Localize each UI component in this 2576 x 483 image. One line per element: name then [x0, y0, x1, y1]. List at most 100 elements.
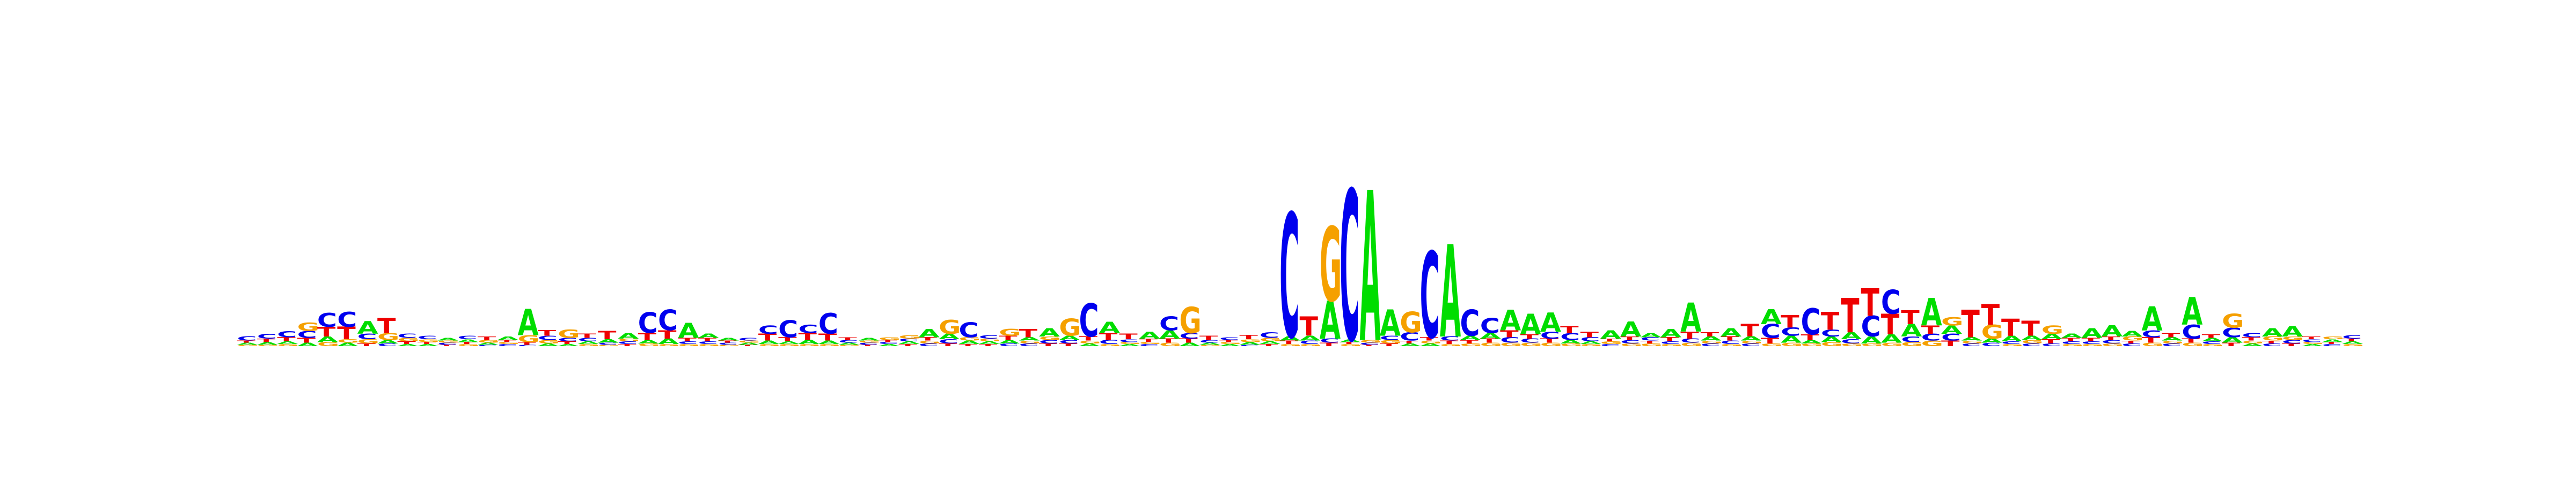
- logo-letter-t-pos-99: T: [2202, 333, 2221, 339]
- logo-letter-a-pos-34: A: [898, 341, 919, 345]
- logo-letter-g-pos-53: G: [1279, 343, 1301, 347]
- logo-letter-c-pos-106: C: [2342, 334, 2362, 340]
- logo-letter-a-pos-24: A: [698, 333, 720, 339]
- logo-letter-t-pos-94: T: [2102, 335, 2120, 341]
- logo-letter-a-pos-22: A: [658, 337, 679, 346]
- logo-letter-a-pos-12: A: [457, 339, 478, 343]
- logo-letter-c-pos-34: C: [898, 338, 918, 342]
- logo-letter-a-pos-88: A: [1981, 338, 2003, 344]
- logo-letter-a-pos-70: A: [1620, 317, 1641, 342]
- logo-letter-a-pos-27: A: [758, 340, 779, 345]
- logo-letter-g-pos-60: G: [1420, 340, 1442, 344]
- logo-letter-g-pos-91: G: [2041, 324, 2063, 337]
- logo-letter-a-pos-11: A: [437, 337, 458, 341]
- logo-letter-c-pos-52: C: [1260, 331, 1279, 340]
- logo-letter-g-pos-96: G: [2142, 342, 2164, 347]
- logo-letter-t-pos-19: T: [598, 329, 617, 342]
- logo-letter-g-pos-72: G: [1660, 343, 1682, 347]
- logo-letter-a-pos-85: A: [1921, 291, 1943, 335]
- logo-letter-g-pos-51: G: [1239, 339, 1261, 343]
- logo-letter-g-pos-7: G: [357, 338, 379, 345]
- logo-letter-c-pos-80: C: [1821, 328, 1841, 339]
- logo-letter-c-pos-104: C: [2302, 339, 2322, 343]
- logo-letter-c-pos-96: C: [2142, 328, 2162, 339]
- logo-letter-c-pos-102: C: [2262, 343, 2282, 347]
- logo-letter-g-pos-26: G: [738, 340, 760, 343]
- logo-letter-t-pos-67: T: [1560, 324, 1579, 335]
- logo-letter-g-pos-34: G: [898, 334, 920, 340]
- logo-letter-a-pos-106: A: [2342, 341, 2363, 345]
- logo-letter-g-pos-76: G: [1740, 340, 1762, 344]
- logo-letter-t-pos-79: T: [1801, 333, 1819, 342]
- logo-letter-t-pos-7: T: [357, 343, 376, 347]
- logo-letter-t-pos-97: T: [2162, 332, 2180, 338]
- logo-letter-t-pos-88: T: [1981, 299, 2000, 332]
- logo-letter-c-pos-33: C: [879, 341, 898, 345]
- logo-letter-g-pos-85: G: [1921, 339, 1943, 348]
- logo-letter-g-pos-28: G: [778, 343, 800, 347]
- logo-letter-t-pos-41: T: [1039, 343, 1058, 347]
- logo-letter-a-pos-25: A: [718, 337, 739, 341]
- logo-letter-t-pos-103: T: [2282, 343, 2301, 347]
- logo-letter-c-pos-58: C: [1380, 335, 1400, 341]
- logo-letter-g-pos-67: G: [1560, 343, 1582, 347]
- logo-letter-a-pos-64: A: [1500, 304, 1521, 337]
- logo-letter-c-pos-105: C: [2322, 343, 2342, 347]
- logo-letter-c-pos-31: C: [838, 339, 858, 343]
- logo-letter-c-pos-6: C: [337, 308, 357, 332]
- logo-letter-g-pos-23: G: [678, 343, 700, 347]
- logo-letter-t-pos-18: T: [578, 333, 597, 339]
- logo-letter-a-pos-81: A: [1841, 331, 1862, 341]
- logo-letter-g-pos-65: G: [1520, 342, 1542, 347]
- logo-letter-t-pos-76: T: [1740, 321, 1759, 341]
- logo-letter-c-pos-70: C: [1620, 339, 1640, 345]
- logo-letter-t-pos-12: T: [457, 341, 476, 345]
- logo-letter-t-pos-54: T: [1299, 311, 1318, 342]
- logo-letter-a-pos-102: A: [2262, 326, 2283, 340]
- logo-letter-c-pos-72: C: [1660, 341, 1680, 345]
- logo-letter-t-pos-55: T: [1320, 342, 1338, 347]
- logo-letter-c-pos-91: C: [2041, 343, 2061, 347]
- logo-letter-a-pos-67: A: [1560, 339, 1581, 345]
- logo-letter-a-pos-60: A: [1420, 343, 1441, 347]
- logo-letter-c-pos-17: C: [558, 337, 577, 342]
- logo-letter-c-pos-85: C: [1921, 332, 1941, 342]
- logo-letter-g-pos-105: G: [2322, 336, 2344, 340]
- logo-letter-a-pos-55: A: [1320, 291, 1341, 352]
- logo-letter-t-pos-15: T: [518, 341, 537, 346]
- logo-letter-t-pos-70: T: [1620, 335, 1639, 341]
- logo-letter-g-pos-47: G: [1159, 342, 1181, 347]
- logo-letter-c-pos-22: C: [658, 304, 678, 337]
- logo-letter-c-pos-93: C: [2081, 341, 2101, 345]
- logo-letter-g-pos-61: G: [1440, 343, 1462, 347]
- logo-letter-g-pos-3: G: [277, 343, 299, 347]
- logo-letter-t-pos-69: T: [1600, 338, 1619, 342]
- logo-letter-a-pos-57: A: [1360, 149, 1381, 389]
- logo-letter-g-pos-70: G: [1620, 343, 1642, 347]
- logo-letter-c-pos-20: C: [618, 341, 638, 345]
- logo-letter-a-pos-9: A: [397, 343, 418, 347]
- logo-letter-g-pos-74: G: [1701, 340, 1723, 344]
- logo-letter-c-pos-38: C: [979, 334, 999, 340]
- logo-letter-t-pos-53: T: [1279, 340, 1298, 345]
- logo-letter-a-pos-16: A: [538, 343, 559, 347]
- logo-letter-c-pos-8: C: [377, 343, 397, 347]
- logo-letter-t-pos-81: T: [1841, 288, 1860, 343]
- logo-letter-t-pos-62: T: [1460, 339, 1479, 345]
- logo-letter-g-pos-36: G: [939, 317, 961, 338]
- logo-letter-t-pos-38: T: [979, 343, 998, 347]
- logo-letter-g-pos-8: G: [377, 331, 399, 342]
- logo-letter-g-pos-12: G: [457, 343, 479, 347]
- logo-letter-g-pos-69: G: [1600, 341, 1622, 345]
- logo-letter-c-pos-75: C: [1721, 340, 1740, 345]
- logo-letter-t-pos-17: T: [558, 341, 576, 345]
- logo-letter-t-pos-40: T: [1019, 327, 1037, 340]
- logo-letter-c-pos-39: C: [999, 343, 1019, 347]
- logo-letter-a-pos-74: A: [1701, 335, 1722, 342]
- logo-letter-t-pos-27: T: [758, 332, 777, 342]
- logo-letter-a-pos-92: A: [2061, 333, 2083, 339]
- logo-letter-t-pos-23: T: [678, 337, 697, 342]
- logo-letter-c-pos-26: C: [738, 337, 758, 341]
- logo-letter-a-pos-54: A: [1299, 334, 1321, 342]
- logo-letter-t-pos-8: T: [377, 313, 396, 338]
